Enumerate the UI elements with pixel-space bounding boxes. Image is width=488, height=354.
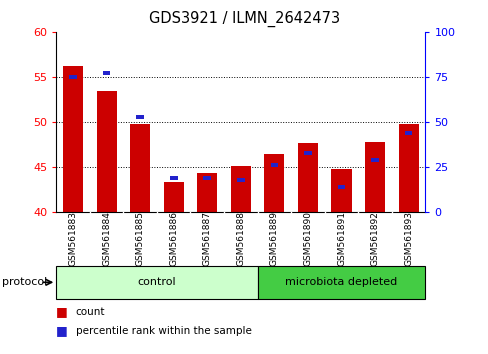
Text: GSM561891: GSM561891 [336,211,346,267]
FancyBboxPatch shape [56,266,257,299]
Text: protocol: protocol [2,277,48,287]
Text: percentile rank within the sample: percentile rank within the sample [76,326,251,336]
Bar [230,166,250,212]
Text: microbiota depleted: microbiota depleted [285,277,397,287]
Bar [130,124,150,212]
Bar [297,143,317,212]
Text: control: control [137,277,176,287]
Text: count: count [76,307,105,316]
FancyBboxPatch shape [257,266,425,299]
Bar [102,72,110,75]
Bar [364,142,385,212]
Bar [304,151,311,155]
Bar [169,176,177,180]
Text: GDS3921 / ILMN_2642473: GDS3921 / ILMN_2642473 [149,11,339,27]
Text: GSM561887: GSM561887 [203,211,211,267]
Bar [337,185,345,189]
Bar [136,115,143,119]
Bar [163,182,183,212]
Text: GSM561884: GSM561884 [102,211,111,267]
Bar [197,173,217,212]
Bar [370,158,378,162]
Bar [63,66,83,212]
Bar [398,124,418,212]
Text: GSM561883: GSM561883 [68,211,78,267]
Text: ■: ■ [56,325,68,337]
Text: ■: ■ [56,305,68,318]
Bar [404,131,412,135]
Bar [69,75,77,79]
Bar [270,164,278,167]
Bar [203,176,211,180]
Text: GSM561888: GSM561888 [236,211,245,267]
Text: GSM561885: GSM561885 [135,211,144,267]
Text: GSM561893: GSM561893 [403,211,412,267]
Text: GSM561886: GSM561886 [169,211,178,267]
Bar [237,178,244,182]
Bar [96,91,117,212]
Bar [331,169,351,212]
Text: GSM561890: GSM561890 [303,211,312,267]
Text: GSM561892: GSM561892 [370,211,379,267]
Text: GSM561889: GSM561889 [269,211,278,267]
Bar [264,154,284,212]
